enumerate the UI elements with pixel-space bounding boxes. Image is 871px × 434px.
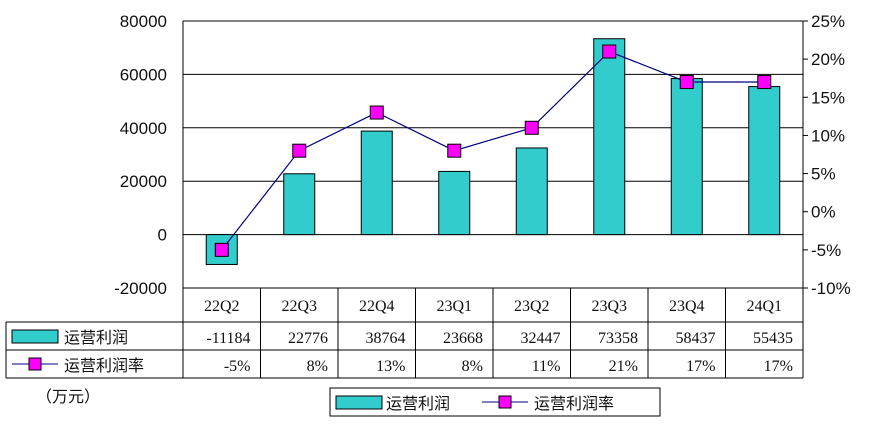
y-left-tick-label: 60000 xyxy=(120,65,167,84)
table-cell-margin: 13% xyxy=(376,358,405,375)
legend-bar-swatch xyxy=(335,395,383,410)
line-series-margin xyxy=(221,50,765,251)
table-cell-margin: 17% xyxy=(686,358,715,375)
category-label: 23Q3 xyxy=(591,298,627,315)
table-legend-marker-swatch xyxy=(28,357,42,371)
line-marker-22Q3 xyxy=(292,143,307,158)
table-cell-profit: 55435 xyxy=(753,330,793,347)
bar-23Q3 xyxy=(593,38,626,236)
table-cell-margin: 17% xyxy=(764,358,793,375)
table-legend-bar-swatch xyxy=(11,329,59,344)
y-right-tick-label: -10% xyxy=(811,279,851,298)
table-cell-profit: 32447 xyxy=(521,330,561,347)
y-right-tick-label: 25% xyxy=(811,12,845,31)
y-right-tick-label: 10% xyxy=(811,126,845,145)
category-label: 23Q1 xyxy=(436,298,472,315)
legend-label-margin: 运营利润率 xyxy=(534,394,614,413)
y-right-tick-label: -5% xyxy=(811,241,841,260)
bar-22Q3 xyxy=(283,173,316,236)
y-left-tick-label: 0 xyxy=(158,226,167,245)
bar-22Q4 xyxy=(360,130,393,236)
table-cell-profit: 23668 xyxy=(443,330,483,347)
line-marker-22Q2 xyxy=(214,242,229,257)
bar-24Q1 xyxy=(748,86,781,236)
bar-23Q2 xyxy=(515,147,548,236)
bar-23Q4 xyxy=(670,78,703,236)
table-cell-profit: 22776 xyxy=(288,330,328,347)
table-cell-profit: 73358 xyxy=(598,330,638,347)
table-cell-margin: 21% xyxy=(609,358,638,375)
y-right-tick-label: 0% xyxy=(811,203,836,222)
line-marker-22Q4 xyxy=(369,105,384,120)
table-row-label-margin: 运营利润率 xyxy=(64,356,144,375)
legend-marker-swatch xyxy=(498,395,512,409)
y-left-tick-label: 80000 xyxy=(120,12,167,31)
table-cell-profit: 38764 xyxy=(366,330,406,347)
line-marker-23Q3 xyxy=(602,44,617,59)
line-marker-23Q2 xyxy=(524,120,539,135)
legend-label-profit: 运营利润 xyxy=(386,394,450,413)
table-cell-margin: 8% xyxy=(307,358,328,375)
unit-label: （万元） xyxy=(36,387,100,406)
y-left-tick-label: 40000 xyxy=(120,119,167,138)
y-right-tick-label: 5% xyxy=(811,165,836,184)
category-label: 22Q4 xyxy=(359,298,395,315)
bar-23Q1 xyxy=(438,170,471,236)
y-left-tick-label: 20000 xyxy=(120,172,167,191)
category-label: 22Q2 xyxy=(204,298,240,315)
category-label: 23Q2 xyxy=(514,298,550,315)
table-cell-profit: -11184 xyxy=(206,330,250,347)
category-label: 23Q4 xyxy=(669,298,705,315)
category-label: 24Q1 xyxy=(746,298,782,315)
category-label: 22Q3 xyxy=(281,298,317,315)
y-right-tick-label: 15% xyxy=(811,88,845,107)
y-right-tick-label: 20% xyxy=(811,50,845,69)
table-row-label-profit: 运营利润 xyxy=(64,328,128,347)
y-left-tick-label: -20000 xyxy=(114,279,167,298)
line-marker-23Q4 xyxy=(679,75,694,90)
table-cell-margin: -5% xyxy=(224,358,251,375)
line-marker-24Q1 xyxy=(757,75,772,90)
table-cell-margin: 11% xyxy=(532,358,561,375)
table-cell-profit: 58437 xyxy=(676,330,716,347)
table-cell-margin: 8% xyxy=(462,358,483,375)
line-marker-23Q1 xyxy=(447,143,462,158)
